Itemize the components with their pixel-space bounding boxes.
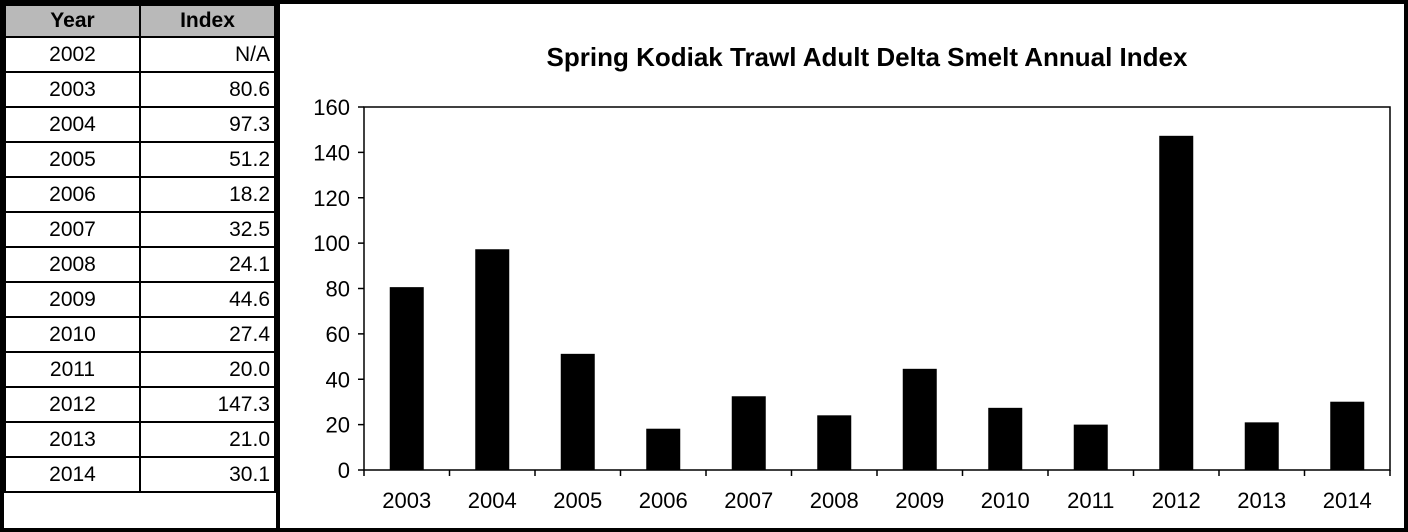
index-cell: 18.2 — [139, 176, 276, 213]
index-cell: 51.2 — [139, 141, 276, 178]
y-tick-label: 120 — [313, 186, 350, 211]
year-cell: 2009 — [4, 281, 141, 318]
bar — [646, 428, 681, 470]
x-tick-label: 2005 — [553, 488, 602, 513]
bar — [731, 396, 766, 470]
table-header-row: Year Index — [4, 4, 276, 38]
x-tick-label: 2010 — [981, 488, 1030, 513]
x-tick-label: 2013 — [1237, 488, 1286, 513]
y-tick-label: 60 — [326, 322, 350, 347]
year-cell: 2005 — [4, 141, 141, 178]
table-row: 2006 18.2 — [4, 176, 276, 213]
index-cell: 30.1 — [139, 456, 276, 493]
index-cell: 97.3 — [139, 106, 276, 143]
y-tick-label: 40 — [326, 367, 350, 392]
bar-chart: Spring Kodiak Trawl Adult Delta Smelt An… — [313, 42, 1391, 513]
index-cell: 44.6 — [139, 281, 276, 318]
y-tick-label: 160 — [313, 95, 350, 120]
y-tick-label: 100 — [313, 231, 350, 256]
table-row: 2014 30.1 — [4, 456, 276, 493]
index-cell: 147.3 — [139, 386, 276, 423]
table-row: 2009 44.6 — [4, 281, 276, 318]
y-tick-label: 0 — [338, 458, 350, 483]
bar — [817, 415, 852, 470]
index-cell: 21.0 — [139, 421, 276, 458]
year-cell: 2007 — [4, 211, 141, 248]
year-cell: 2013 — [4, 421, 141, 458]
header-year: Year — [4, 4, 141, 38]
year-cell: 2010 — [4, 316, 141, 353]
index-cell: N/A — [139, 36, 276, 73]
index-cell: 32.5 — [139, 211, 276, 248]
index-cell: 24.1 — [139, 246, 276, 283]
x-tick-label: 2003 — [382, 488, 431, 513]
bar — [902, 368, 937, 470]
table-row: 2002 N/A — [4, 36, 276, 73]
index-cell: 20.0 — [139, 351, 276, 388]
year-cell: 2006 — [4, 176, 141, 213]
table-row: 2004 97.3 — [4, 106, 276, 143]
x-tick-label: 2004 — [468, 488, 517, 513]
table-row: 2011 20.0 — [4, 351, 276, 388]
table-row: 2013 21.0 — [4, 421, 276, 458]
bar — [1330, 401, 1365, 470]
x-tick-label: 2011 — [1067, 488, 1114, 513]
table-row: 2008 24.1 — [4, 246, 276, 283]
bar — [1244, 422, 1279, 470]
table-row: 2010 27.4 — [4, 316, 276, 353]
x-tick-label: 2006 — [639, 488, 688, 513]
table-row: 2005 51.2 — [4, 141, 276, 178]
bar — [988, 407, 1023, 470]
x-tick-label: 2008 — [810, 488, 859, 513]
y-tick-label: 80 — [326, 277, 350, 302]
x-tick-label: 2009 — [895, 488, 944, 513]
bar — [1159, 135, 1194, 471]
x-tick-label: 2007 — [724, 488, 773, 513]
data-table: Year Index 2002 N/A 2003 80.6 2004 97.3 2005 51… — [4, 4, 276, 493]
chart-title: Spring Kodiak Trawl Adult Delta Smelt An… — [547, 42, 1188, 72]
x-tick-label: 2012 — [1152, 488, 1201, 513]
header-index: Index — [139, 4, 276, 38]
year-cell: 2012 — [4, 386, 141, 423]
table-body: 2002 N/A 2003 80.6 2004 97.3 2005 51.2 2006 18.2 2… — [4, 36, 276, 493]
year-cell: 2014 — [4, 456, 141, 493]
y-tick-label: 140 — [313, 140, 350, 165]
table-row: 2003 80.6 — [4, 71, 276, 108]
bar — [389, 287, 424, 470]
bar — [560, 353, 595, 470]
plot-area — [363, 106, 1391, 471]
year-cell: 2002 — [4, 36, 141, 73]
table-row: 2012 147.3 — [4, 386, 276, 423]
table-chart-divider — [276, 4, 280, 528]
index-cell: 80.6 — [139, 71, 276, 108]
bar — [475, 249, 510, 470]
bar — [1073, 424, 1108, 470]
year-cell: 2008 — [4, 246, 141, 283]
year-cell: 2011 — [4, 351, 141, 388]
x-tick-label: 2014 — [1323, 488, 1372, 513]
table-row: 2007 32.5 — [4, 211, 276, 248]
year-cell: 2004 — [4, 106, 141, 143]
index-cell: 27.4 — [139, 316, 276, 353]
year-cell: 2003 — [4, 71, 141, 108]
y-tick-label: 20 — [326, 413, 350, 438]
